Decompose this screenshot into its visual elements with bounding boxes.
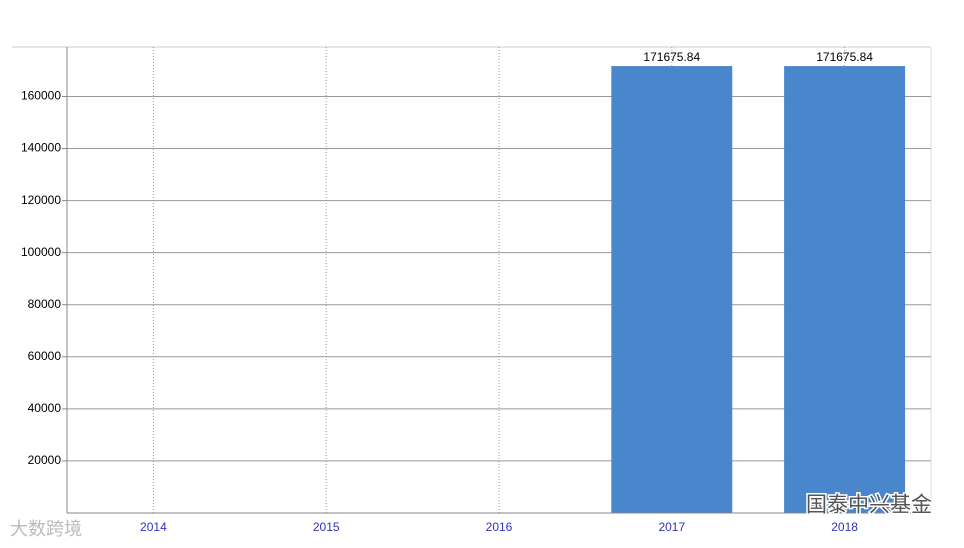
y-tick-label: 100000 [21,245,61,259]
x-tick-label: 2017 [658,520,685,534]
x-tick-label: 2014 [140,520,167,534]
y-tick-label: 80000 [28,297,62,311]
watermark: 国泰中兴基金 [806,494,932,517]
x-tick-label: 2016 [486,520,513,534]
y-tick-label: 20000 [28,453,62,467]
x-tick-label: 2015 [313,520,340,534]
bar [784,66,906,513]
data-label: 171675.84 [643,50,700,64]
bar [611,66,733,513]
y-tick-label: 120000 [21,193,61,207]
y-tick-label: 140000 [21,141,61,155]
watermark: 大数跨境 [10,519,82,539]
y-tick-label: 160000 [21,89,61,103]
y-tick-label: 60000 [28,349,62,363]
data-label: 171675.84 [816,50,873,64]
x-tick-label: 2018 [831,520,858,534]
y-tick-label: 40000 [28,401,62,415]
